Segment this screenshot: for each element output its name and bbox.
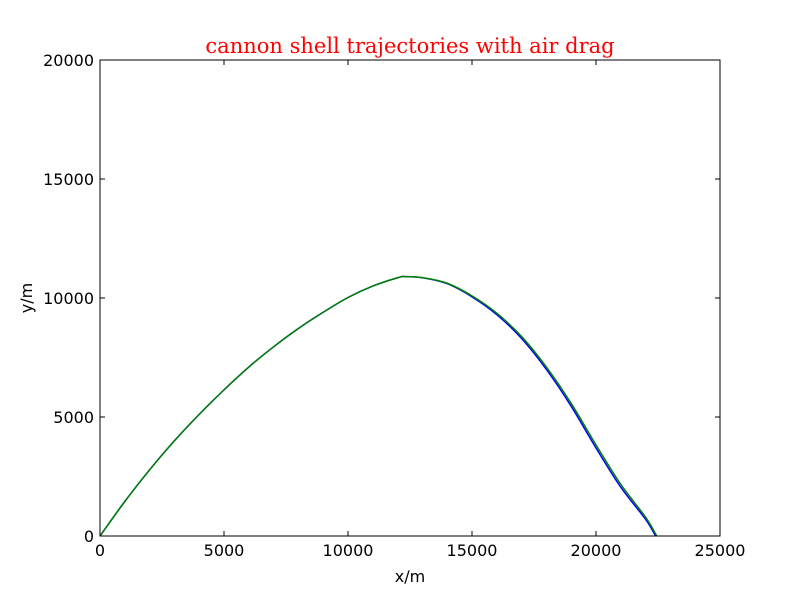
plot-frame (99, 59, 721, 537)
x-tick-label: 5000 (204, 541, 245, 560)
y-tick-label: 15000 (43, 170, 94, 189)
x-tick-label: 15000 (447, 541, 498, 560)
y-axis-label: y/m (17, 283, 36, 313)
y-tick-label: 10000 (43, 289, 94, 308)
x-tick-label: 25000 (695, 541, 746, 560)
x-tick-label: 10000 (323, 541, 374, 560)
y-axis: 0 5000 10000 15000 20000 (43, 51, 720, 546)
x-tick-label: 20000 (571, 541, 622, 560)
series-layer (99, 275, 658, 537)
chart-title: cannon shell trajectories with air drag (205, 34, 614, 58)
series-line-2 (99, 275, 658, 537)
y-tick-label: 0 (84, 527, 94, 546)
x-tick-label: 0 (95, 541, 105, 560)
x-axis-label: x/m (395, 567, 425, 586)
x-axis: 0 5000 10000 15000 20000 25000 (95, 60, 746, 560)
y-tick-label: 20000 (43, 51, 94, 70)
y-tick-label: 5000 (53, 408, 94, 427)
